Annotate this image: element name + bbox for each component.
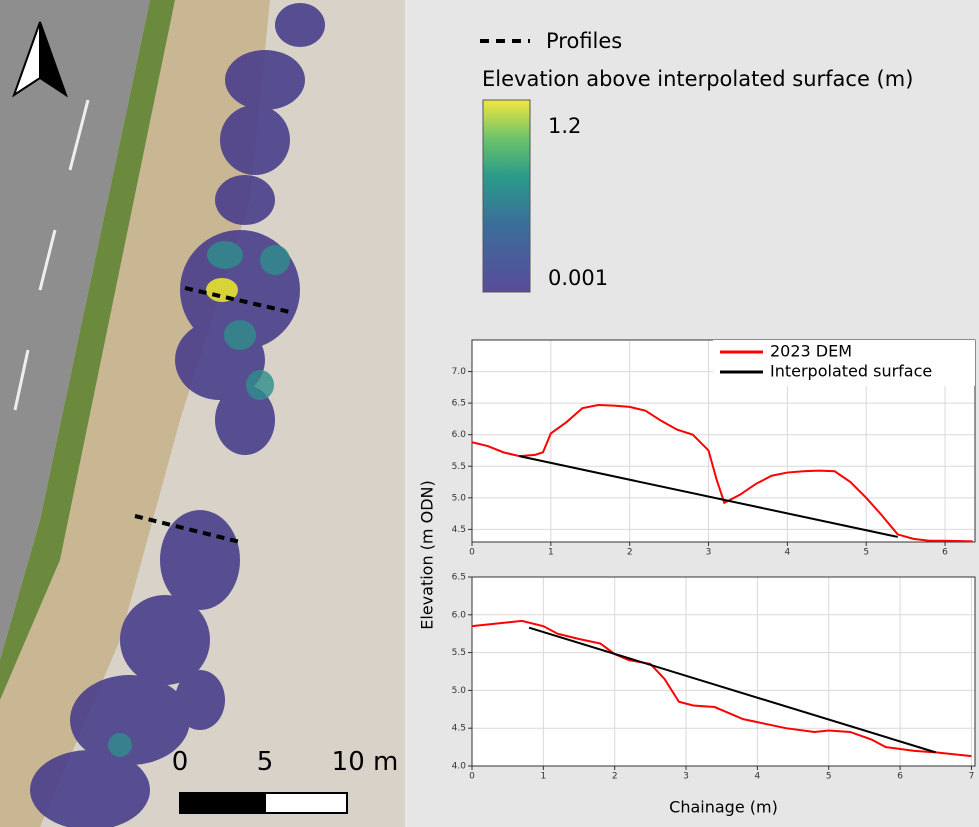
legend-label: 2023 DEM (770, 342, 852, 361)
legend-label: Profiles (546, 29, 622, 53)
y-tick-label: 6.5 (452, 573, 466, 583)
legend-label: Interpolated surface (770, 362, 932, 381)
y-tick-label: 6.0 (452, 430, 467, 440)
x-tick-label: 5 (863, 548, 869, 558)
y-tick-label: 5.5 (452, 462, 466, 472)
x-axis-label: Chainage (m) (669, 798, 778, 817)
scale-label: 5 (257, 747, 274, 777)
aerial-map: 0 5 10 m (0, 0, 405, 827)
charts: 0 1 2 3 4 5 6 4.5 5.0 5.5 6.0 6.5 7.0 2023 DEMInterpo… (418, 340, 976, 817)
x-tick-label: 2 (627, 548, 633, 558)
colorbar-label: 0.001 (548, 266, 608, 290)
y-tick-label: 4.5 (452, 724, 466, 734)
y-tick-label: 5.0 (452, 493, 467, 503)
y-axis-label: Elevation (m ODN) (418, 480, 437, 629)
x-tick-label: 6 (897, 772, 903, 782)
x-tick-label: 3 (683, 772, 689, 782)
scale-bar (265, 793, 347, 813)
colorbar-label: 1.2 (548, 114, 581, 138)
scale-bar (180, 793, 265, 813)
x-tick-label: 3 (706, 548, 712, 558)
y-tick-label: 5.5 (452, 648, 466, 658)
colorbar (483, 100, 530, 292)
x-tick-label: 2 (612, 772, 618, 782)
y-tick-label: 6.5 (452, 399, 466, 409)
x-tick-label: 7 (969, 772, 975, 782)
x-tick-label: 4 (755, 772, 761, 782)
y-tick-label: 5.0 (452, 686, 467, 696)
y-tick-label: 4.0 (452, 762, 467, 772)
scale-label: 0 (172, 747, 189, 777)
figure: 0 5 10 m Profiles Elevation above interp… (0, 0, 979, 827)
scale-label: 10 m (332, 747, 399, 777)
x-tick-label: 5 (826, 772, 832, 782)
legend-title: Elevation above interpolated surface (m) (482, 67, 913, 91)
x-tick-label: 6 (942, 548, 948, 558)
y-tick-label: 7.0 (452, 367, 467, 377)
x-tick-label: 1 (548, 548, 554, 558)
y-tick-label: 6.0 (452, 610, 467, 620)
x-tick-label: 0 (469, 772, 475, 782)
plot-area (472, 577, 975, 766)
x-tick-label: 1 (540, 772, 546, 782)
x-tick-label: 0 (469, 548, 475, 558)
y-tick-label: 4.5 (452, 525, 466, 535)
x-tick-label: 4 (784, 548, 790, 558)
